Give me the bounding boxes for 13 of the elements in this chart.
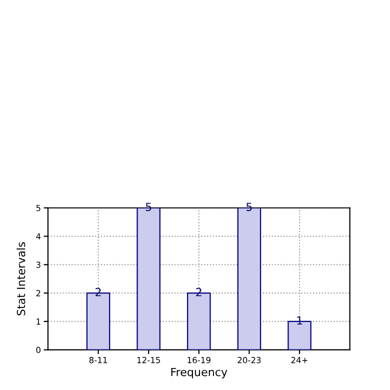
y-tick-label: 0 — [36, 346, 40, 354]
y-tick-label: 5 — [36, 204, 40, 212]
x-tick-label: 20-23 — [238, 356, 261, 364]
y-tick-label: 4 — [36, 233, 41, 240]
y-axis-title: Stat Intervals — [16, 242, 26, 316]
x-tick-label: 24+ — [291, 356, 308, 364]
x-tick-label: 16-19 — [188, 356, 210, 364]
y-tick-label: 2 — [36, 290, 40, 296]
y-tick-label: 1 — [36, 318, 40, 325]
x-tick-label: 8-11 — [89, 356, 107, 364]
x-axis-title: Frequency — [171, 368, 228, 378]
y-tick-label: 3 — [36, 262, 40, 268]
x-tick-label: 12-15 — [137, 356, 160, 364]
